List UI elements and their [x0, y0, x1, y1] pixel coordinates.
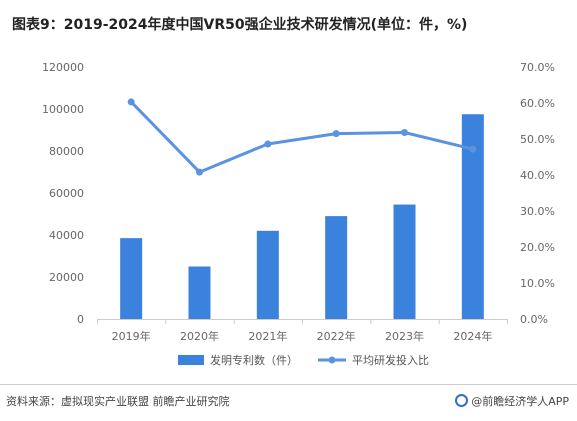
line-point-2: [196, 168, 203, 176]
bar-5: [393, 204, 416, 319]
x-tick-label: 2022年: [317, 329, 356, 343]
chart-title: 图表9：2019-2024年度中国VR50强企业技术研发情况(单位：件，%): [12, 17, 468, 33]
combo-chart: 0 20000 40000 60000 80000 100000 120000 0.0% 10.…: [42, 61, 555, 367]
x-tick-label: 2020年: [180, 329, 219, 343]
y-left-tick-label: 40000: [49, 229, 84, 242]
y-right-tick-label: 20.0%: [520, 241, 555, 254]
bar-6: [461, 114, 484, 319]
bar-3: [256, 230, 279, 319]
bar-2: [188, 266, 211, 319]
y-right-tick-label: 30.0%: [520, 205, 555, 218]
line-point-5: [401, 129, 408, 137]
y-left-tick-label: 100000: [42, 103, 84, 116]
y-right-tick-label: 0.0%: [520, 313, 548, 326]
line-point-3: [264, 140, 272, 148]
y-right-tick-label: 10.0%: [520, 277, 555, 290]
y-right-tick-label: 40.0%: [520, 169, 555, 182]
legend-line-label: 平均研发投入比: [352, 353, 429, 367]
legend-line-marker: [328, 356, 336, 364]
line-point-6: [469, 145, 477, 153]
source-note: 资料来源：虚拟现实产业联盟 前瞻产业研究院: [6, 395, 230, 408]
brand-text: @前瞻经济学人APP: [471, 395, 569, 408]
footer: 资料来源：虚拟现实产业联盟 前瞻产业研究院 @前瞻经济学人APP: [0, 384, 577, 421]
legend-bar-swatch: [178, 355, 204, 365]
x-tick-label: 2023年: [385, 329, 424, 343]
y-right-tick-label: 70.0%: [520, 61, 555, 74]
legend-bar-label: 发明专利数（件）: [210, 353, 298, 367]
y-left-tick-label: 120000: [42, 61, 84, 74]
brand-label: @前瞻经济学人APP: [455, 393, 569, 409]
x-tick-label: 2019年: [112, 329, 151, 343]
line-point-1: [127, 98, 135, 106]
y-left-tick-label: 60000: [49, 187, 84, 200]
line-series-avg-rd-ratio: [130, 100, 474, 174]
y-left-tick-label: 0: [77, 313, 84, 326]
line-point-4: [332, 130, 340, 138]
bar-1: [120, 238, 143, 319]
x-tick-label: 2021年: [248, 329, 287, 343]
y-right-tick-label: 50.0%: [520, 133, 555, 146]
brand-logo-icon: [455, 394, 469, 407]
bar-4: [325, 216, 348, 319]
y-left-tick-label: 80000: [49, 145, 84, 158]
y-right-tick-label: 60.0%: [520, 97, 555, 110]
x-tick-label: 2024年: [453, 329, 492, 343]
y-left-tick-label: 20000: [49, 271, 84, 284]
